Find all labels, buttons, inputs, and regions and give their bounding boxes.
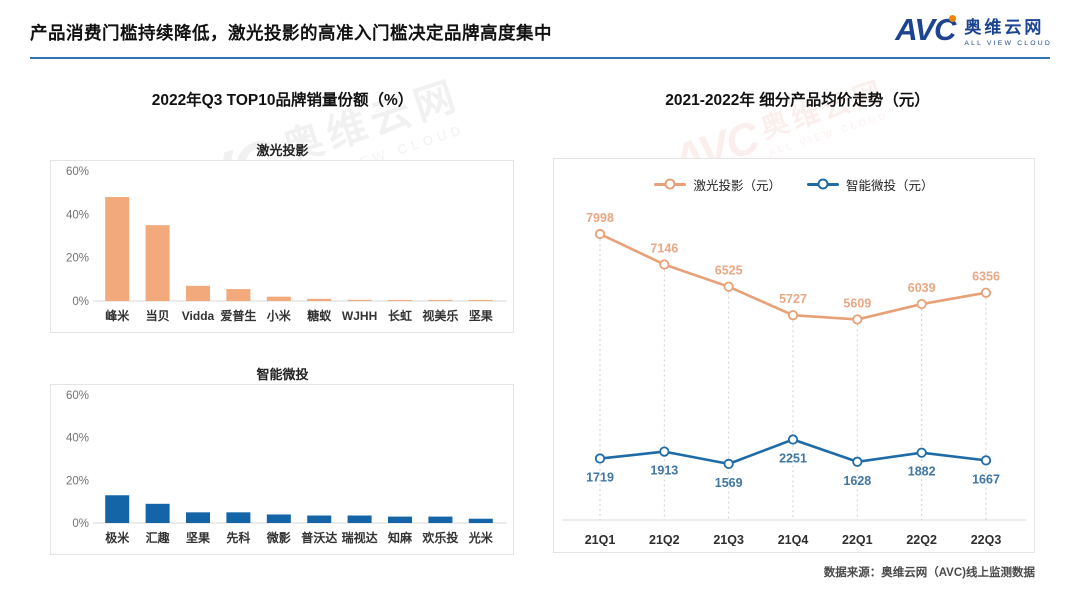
svg-text:知麻: 知麻 [387,530,413,545]
right-panel-title: 2021-2022年 细分产品均价走势（元） [665,92,930,109]
svg-text:当贝: 当贝 [146,308,170,323]
svg-text:1569: 1569 [715,476,743,490]
svg-text:40%: 40% [66,209,89,221]
avc-logo: AVC 奥维云网 ALL VIEW CLOUD [895,12,1052,48]
avc-logo-tagline: ALL VIEW CLOUD [964,40,1052,47]
avc-logo-abbr: AVC [895,12,957,47]
page-title: 产品消费门槛持续降低，激光投影的高准入门槛决定品牌高度集中 [30,23,552,43]
svg-text:视美乐: 视美乐 [422,308,458,323]
svg-text:普沃达: 普沃达 [301,530,337,545]
svg-text:6039: 6039 [908,281,936,295]
svg-text:极米: 极米 [105,530,130,545]
logo-orange-dot-icon [949,15,957,22]
legend-item-laser: 激光投影（元） [654,175,781,194]
svg-text:60%: 60% [66,390,89,402]
micro-bar-chart-box: 60% 40% 20% 0% 极米 汇趣 坚果 先科 微影 普沃达 瑞视达 知麻 欢乐投 光米 [50,384,514,555]
svg-text:峰米: 峰米 [105,308,130,323]
svg-text:20%: 20% [66,253,89,265]
svg-text:21Q1: 21Q1 [585,533,616,546]
price-trend-chart-box: 激光投影（元） 智能微投（元） 7998 7146 6525 5727 5609 6039… [553,158,1035,553]
svg-text:WJHH: WJHH [342,309,377,323]
svg-text:光米: 光米 [468,530,494,545]
svg-text:22Q2: 22Q2 [906,533,937,546]
svg-text:长虹: 长虹 [388,308,412,323]
svg-text:6525: 6525 [715,264,743,278]
svg-text:21Q2: 21Q2 [649,533,680,546]
svg-text:6356: 6356 [972,270,1000,284]
svg-text:糖蚁: 糖蚁 [307,308,332,323]
svg-text:5609: 5609 [843,296,871,310]
laser-bar-chart-box: 60% 40% 20% 0% 峰米 当贝 Vidda 爱普生 小米 糖蚁 WJHH 长虹 视美乐 坚果 [50,160,514,333]
svg-text:Vidda: Vidda [182,309,215,323]
svg-text:1628: 1628 [843,474,871,488]
data-source-note: 数据来源：奥维云网（AVC)线上监测数据 [823,567,1035,579]
svg-text:坚果: 坚果 [469,309,493,323]
svg-text:1913: 1913 [650,464,678,478]
svg-text:60%: 60% [66,166,89,178]
svg-text:22Q3: 22Q3 [971,533,1002,546]
svg-text:0%: 0% [72,518,89,530]
svg-text:先科: 先科 [226,530,250,545]
header-divider [30,57,1050,59]
svg-text:20%: 20% [66,475,89,487]
svg-text:汇趣: 汇趣 [146,530,171,545]
svg-text:2251: 2251 [779,452,807,466]
price-trend-line-chart: 7998 7146 6525 5727 5609 6039 6356 1719 1913 1569… [562,211,1026,546]
svg-text:瑞视达: 瑞视达 [342,530,378,545]
svg-text:7998: 7998 [586,211,614,225]
micro-bar-chart: 60% 40% 20% 0% 极米 汇趣 坚果 先科 微影 普沃达 瑞视达 知麻 欢乐投 光米 [66,390,507,545]
svg-text:1667: 1667 [972,472,1000,486]
svg-text:40%: 40% [66,433,89,445]
svg-text:坚果: 坚果 [186,531,210,545]
svg-text:小米: 小米 [267,308,292,323]
avc-logo-name: 奥维云网 [964,18,1045,37]
svg-text:7146: 7146 [650,241,678,255]
svg-text:5727: 5727 [779,292,807,306]
svg-text:微影: 微影 [266,530,291,545]
legend-item-micro: 智能微投（元） [807,175,934,194]
laser-series-marker-icon [654,182,687,186]
svg-text:1719: 1719 [586,471,614,485]
left-panel-title: 2022年Q3 TOP10品牌销量份额（%） [151,92,414,109]
svg-text:0%: 0% [72,296,89,308]
svg-text:爱普生: 爱普生 [220,308,256,323]
svg-text:21Q3: 21Q3 [713,533,744,546]
svg-text:1882: 1882 [908,465,936,479]
laser-bar-chart: 60% 40% 20% 0% 峰米 当贝 Vidda 爱普生 小米 糖蚁 WJHH 长虹 视美乐 坚果 [66,166,507,323]
svg-text:22Q1: 22Q1 [842,533,873,546]
chart-legend: 激光投影（元） 智能微投（元） [554,174,1034,194]
svg-text:欢乐投: 欢乐投 [421,530,458,545]
svg-text:21Q4: 21Q4 [778,533,809,546]
micro-chart-subtitle: 智能微投 [256,367,309,382]
micro-series-marker-icon [807,182,839,186]
laser-chart-subtitle: 激光投影 [256,143,309,158]
